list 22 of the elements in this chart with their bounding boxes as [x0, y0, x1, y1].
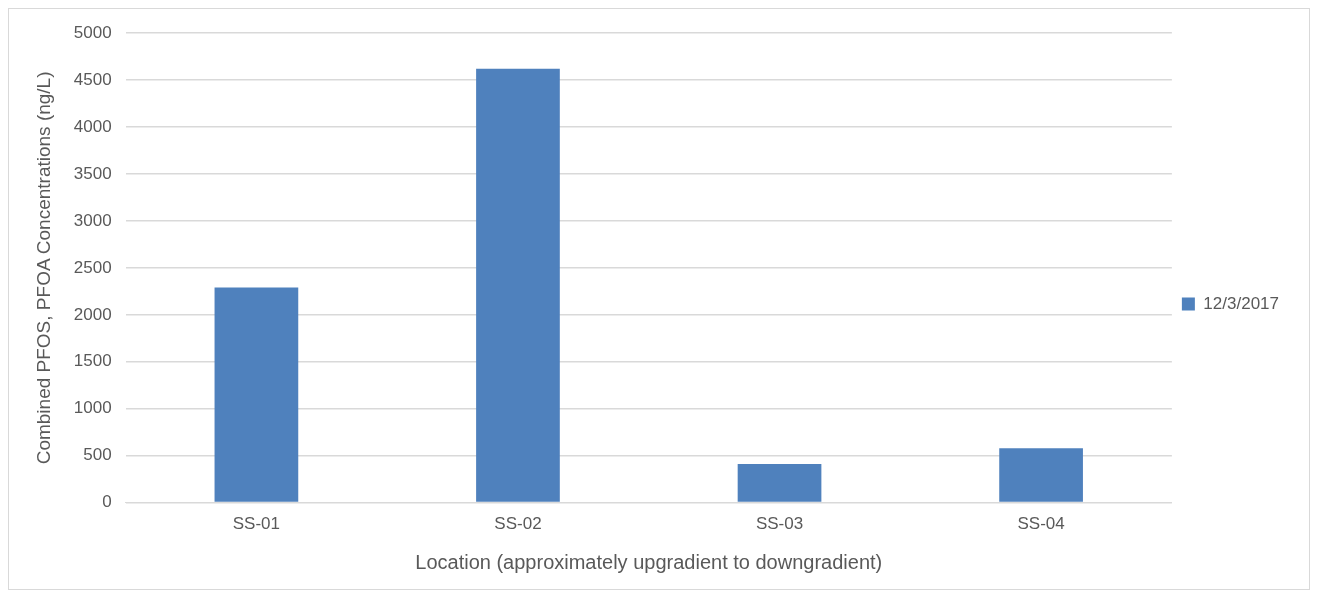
y-tick-label: 500	[83, 445, 112, 465]
y-tick-label: 1000	[73, 398, 112, 418]
x-axis-title: Location (approximately upgradient to downgradient)	[415, 550, 883, 573]
legend-label: 12/3/2017	[1203, 293, 1280, 313]
y-tick-label: 2500	[73, 257, 112, 277]
x-tick-label: SS-04	[1017, 514, 1065, 534]
y-tick-label: 1500	[73, 351, 112, 371]
x-tick-label: SS-02	[494, 514, 542, 534]
bar	[999, 448, 1083, 502]
y-tick-label: 2000	[73, 304, 112, 324]
bar	[737, 464, 822, 502]
y-tick-label: 5000	[73, 22, 112, 42]
bar	[214, 287, 299, 502]
y-axis-title: Combined PFOS, PFOA Concentrations (ng/L)	[32, 71, 54, 465]
y-tick-label: 3000	[73, 210, 112, 230]
y-tick-label: 4000	[73, 116, 112, 136]
x-tick-label: SS-01	[232, 514, 281, 534]
y-tick-label: 0	[102, 492, 112, 512]
bar	[476, 68, 560, 502]
y-tick-label: 4500	[73, 69, 112, 89]
x-tick-label: SS-03	[755, 514, 804, 534]
y-tick-label: 3500	[73, 163, 112, 183]
